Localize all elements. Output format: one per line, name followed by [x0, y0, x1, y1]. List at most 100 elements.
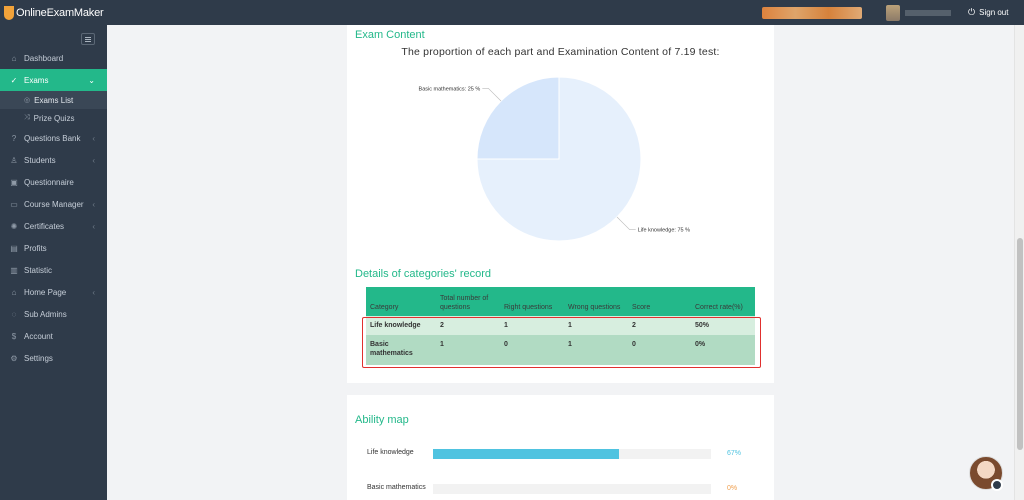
table-cell: 1 — [564, 316, 628, 335]
redacted-account-name — [762, 7, 862, 19]
logo-icon — [4, 5, 14, 20]
chevron-left-icon: ‹ — [92, 287, 95, 297]
pie-chart-title: The proportion of each part and Examinat… — [401, 46, 720, 58]
sidebar-item-profits[interactable]: ▤ Profits — [0, 237, 107, 259]
column-header: Wrong questions — [564, 287, 628, 316]
shuffle-icon: ⤨ — [24, 114, 30, 121]
table-cell: 1 — [564, 335, 628, 365]
sidebar-item-label: Sub Admins — [24, 309, 67, 319]
table-cell: 2 — [436, 316, 500, 335]
column-header: Total number of questions — [436, 287, 500, 316]
sidebar-item-statistic[interactable]: ▥ Statistic — [0, 259, 107, 281]
chevron-left-icon: ‹ — [92, 221, 95, 231]
sidebar-item-label: Exams — [24, 75, 49, 85]
pie-chart: Basic mathematics: 25 % Life knowledge: 7… — [347, 70, 774, 250]
ability-bar-track — [433, 449, 711, 459]
ability-map-title: Ability map — [355, 414, 409, 426]
power-icon: ⏻ — [968, 7, 976, 17]
column-header: Correct rate(%) — [691, 287, 755, 316]
sidebar-item-label: Certificates — [24, 221, 65, 231]
sidebar-item-label: Settings — [24, 353, 53, 363]
sidebar-subitem-exams-list[interactable]: ◎ Exams List — [0, 91, 107, 109]
app-logo[interactable]: OnlineExamMaker — [4, 5, 104, 20]
sidebar-item-course-manager[interactable]: ▭ Course Manager ‹ — [0, 193, 107, 215]
highlight-annotation-box — [362, 317, 761, 368]
bar-chart-icon: ▥ — [10, 265, 18, 275]
sidebar-item-label: Questions Bank — [24, 133, 81, 143]
page-scrollbar[interactable] — [1014, 25, 1024, 500]
scrollbar-thumb[interactable] — [1017, 238, 1023, 450]
column-header: Score — [628, 287, 691, 316]
sidebar-item-label: Dashboard — [24, 53, 64, 63]
sidebar-item-dashboard[interactable]: ⌂ Dashboard — [0, 47, 107, 69]
pie-slice-label: Basic mathematics: 25 % — [419, 86, 481, 92]
pie-label-leader — [616, 216, 636, 231]
chevron-down-icon: ⌄ — [88, 75, 95, 85]
table-cell: 2 — [628, 316, 691, 335]
sidebar-item-label: Questionnaire — [24, 177, 74, 187]
user-icon: ◌ — [11, 309, 17, 319]
ability-percent: 67% — [727, 450, 742, 457]
table-cell: 50% — [691, 316, 755, 335]
column-header: Right questions — [500, 287, 564, 316]
ability-bar-track — [433, 484, 711, 494]
sidebar-item-label: Exams List — [34, 95, 74, 105]
ability-label: Life knowledge — [367, 449, 414, 456]
sidebar-item-label: Statistic — [24, 265, 53, 275]
sidebar-item-label: Home Page — [24, 287, 67, 297]
users-icon: ♙ — [10, 155, 18, 165]
sidebar-subitem-prize-quizs[interactable]: ⤨ Prize Quizs — [0, 109, 107, 127]
home-icon: ⌂ — [11, 287, 17, 297]
sidebar-item-label: Account — [24, 331, 53, 341]
category-details-table: Category Total number of questions Right… — [366, 287, 755, 365]
menu-toggle-icon[interactable] — [81, 33, 95, 45]
user-avatar[interactable] — [886, 5, 900, 21]
sidebar-item-questions-bank[interactable]: ? Questions Bank ‹ — [0, 127, 107, 149]
sidebar-item-students[interactable]: ♙ Students ‹ — [0, 149, 107, 171]
sidebar-item-label: Course Manager — [24, 199, 84, 209]
chat-badge-icon[interactable] — [991, 479, 1003, 491]
book-icon: ▭ — [10, 199, 18, 209]
table-row: Life knowledge 2 1 1 2 50% — [366, 316, 755, 335]
sidebar-item-label: Students — [24, 155, 56, 165]
dollar-icon: $ — [11, 331, 17, 341]
home-icon: ⌂ — [11, 53, 17, 63]
chevron-left-icon: ‹ — [92, 155, 95, 165]
top-bar: OnlineExamMaker ⏻ Sign out — [0, 0, 1024, 25]
sidebar-item-account[interactable]: $ Account — [0, 325, 107, 347]
award-icon: ✺ — [10, 221, 18, 231]
column-header: Category — [366, 287, 436, 316]
gear-icon: ⚙ — [10, 353, 18, 363]
check-circle-icon: ✓ — [10, 75, 18, 85]
ability-label: Basic mathematics — [367, 484, 426, 491]
list-icon: ◎ — [24, 97, 31, 104]
sign-out-button[interactable]: ⏻ Sign out — [968, 7, 1008, 18]
sidebar-item-settings[interactable]: ⚙ Settings — [0, 347, 107, 369]
sidebar-item-exams[interactable]: ✓ Exams ⌄ — [0, 69, 107, 91]
wallet-icon: ▤ — [10, 243, 18, 253]
sidebar-item-label: Profits — [24, 243, 47, 253]
chevron-left-icon: ‹ — [92, 133, 95, 143]
ability-map-card: Ability map — [347, 395, 774, 500]
question-icon: ? — [11, 133, 17, 143]
ability-percent: 0% — [727, 485, 738, 492]
table-cell: 0% — [691, 335, 755, 365]
table-cell: 0 — [628, 335, 691, 365]
pie-slice[interactable] — [476, 76, 642, 242]
sidebar-item-home-page[interactable]: ⌂ Home Page ‹ — [0, 281, 107, 303]
app-name: OnlineExamMaker — [16, 6, 104, 19]
sidebar-item-certificates[interactable]: ✺ Certificates ‹ — [0, 215, 107, 237]
chevron-left-icon: ‹ — [92, 199, 95, 209]
sidebar-item-label: Prize Quizs — [33, 113, 75, 123]
sidebar-item-questionnaire[interactable]: ▣ Questionnaire — [0, 171, 107, 193]
table-cell: 1 — [500, 316, 564, 335]
sidebar-item-sub-admins[interactable]: ◌ Sub Admins — [0, 303, 107, 325]
table-cell: 1 — [436, 335, 500, 365]
pie-slice-label: Life knowledge: 75 % — [638, 228, 690, 234]
redacted-username[interactable] — [905, 10, 951, 16]
table-cell: Life knowledge — [366, 316, 436, 335]
sign-out-label: Sign out — [979, 8, 1009, 17]
details-title: Details of categories' record — [355, 268, 491, 280]
table-header-row: Category Total number of questions Right… — [366, 287, 755, 316]
sidebar-nav: ⌂ Dashboard ✓ Exams ⌄ ◎ Exams List ⤨ Pri… — [0, 47, 107, 369]
